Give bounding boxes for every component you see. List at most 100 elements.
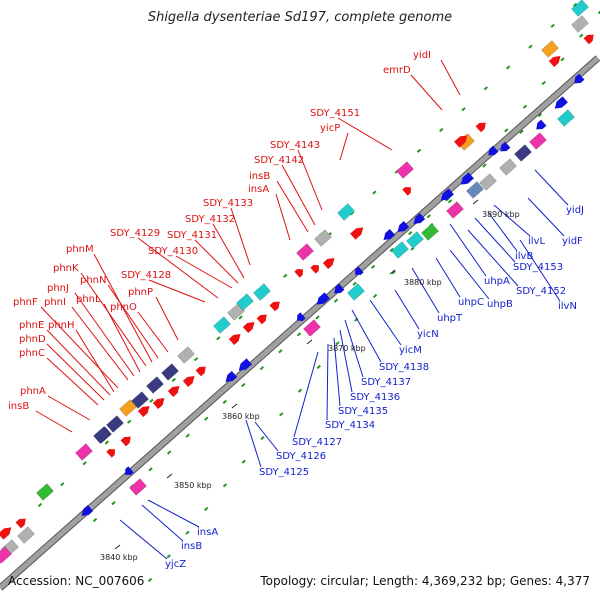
gene-label-reverse[interactable]: SDY_4126 [276,451,326,462]
gene-label-forward[interactable]: phnD [19,334,46,345]
gene-label-forward[interactable]: SDY_4151 [310,108,360,119]
gene-label-reverse[interactable]: SDY_4137 [361,377,411,388]
forward-gene-arrow[interactable] [106,446,117,458]
gene-label-reverse[interactable]: SDY_4152 [516,286,566,297]
gene-label-reverse[interactable]: SDY_4135 [338,406,388,417]
gene-label-forward[interactable]: insB [249,171,270,182]
reverse-gene-arrow[interactable] [411,213,426,227]
reverse-gene-arrow[interactable] [438,188,454,203]
reverse-gene-arrow[interactable] [534,119,547,133]
gene-label-reverse[interactable]: uhpT [437,313,463,324]
gene-label-forward[interactable]: SDY_4143 [270,140,320,151]
gene-label-reverse[interactable]: ilvB [515,251,533,262]
gc-dash [60,482,65,487]
gene-label-forward[interactable]: SDY_4142 [254,155,304,166]
gene-label-forward[interactable]: phnO [110,302,137,313]
gene-label-forward[interactable]: SDY_4128 [121,270,171,281]
gene-label-forward[interactable]: phnA [20,386,46,397]
gene-label-forward[interactable]: phnH [48,320,75,331]
forward-gene-arrow[interactable] [167,383,182,397]
gene-label-reverse[interactable]: SDY_4127 [292,437,342,448]
gene-label-reverse[interactable]: uhpC [458,297,484,308]
gene-label-reverse[interactable]: yidJ [566,205,584,216]
reverse-gene-arrow[interactable] [458,172,474,187]
reverse-gene-arrow[interactable] [572,73,585,87]
gene-label-reverse[interactable]: insA [197,527,218,538]
reverse-gene-arrow[interactable] [79,505,94,519]
gene-label-forward[interactable]: phnE [19,320,44,331]
gene-label-forward[interactable]: SDY_4133 [203,198,253,209]
gene-label-reverse[interactable]: ilvL [528,236,545,247]
gene-label-forward[interactable]: phnC [19,348,45,359]
gene-label-forward[interactable]: phnF [13,297,38,308]
gene-label-reverse[interactable]: insB [181,541,202,552]
forward-gene-arrow[interactable] [294,266,305,278]
gene-label-forward[interactable]: insA [248,184,269,195]
gene-label-forward[interactable]: phnP [128,287,153,298]
forward-gene-arrow[interactable] [195,364,209,377]
gc-dash [522,104,528,109]
reverse-gene-arrow[interactable] [498,141,511,155]
gene-label-forward[interactable]: phnL [76,294,101,305]
forward-gene-arrow[interactable] [548,53,563,67]
cog-feature-box [391,241,409,259]
gene-label-reverse[interactable]: SDY_4134 [325,420,375,431]
reverse-gene-arrow[interactable] [314,292,330,307]
gene-label-reverse[interactable]: yicN [417,329,439,340]
leader-line [394,289,420,330]
reverse-gene-arrow[interactable] [395,221,410,235]
reverse-gene-arrow[interactable] [294,312,306,323]
leader-line [333,337,341,407]
gene-label-forward[interactable]: phnM [66,244,94,255]
reverse-gene-arrow[interactable] [236,358,252,373]
gene-label-reverse[interactable]: SDY_4136 [350,392,400,403]
forward-gene-arrow[interactable] [322,255,337,269]
forward-gene-arrow[interactable] [350,224,366,240]
reverse-gene-arrow[interactable] [552,96,568,111]
forward-gene-arrow[interactable] [310,262,321,274]
forward-gene-arrow[interactable] [475,120,489,133]
gene-label-reverse[interactable]: uhpA [484,276,510,287]
forward-gene-arrow[interactable] [454,132,470,148]
forward-gene-arrow[interactable] [242,319,257,333]
forward-gene-arrow[interactable] [269,299,283,312]
gene-label-forward[interactable]: phnJ [47,283,69,294]
gene-label-forward[interactable]: SDY_4131 [167,230,217,241]
gene-label-forward[interactable]: yicP [320,123,340,134]
gene-label-forward[interactable]: emrD [383,65,411,76]
forward-gene-arrow[interactable] [228,331,243,345]
gene-label-reverse[interactable]: SDY_4153 [513,262,563,273]
reverse-gene-arrow[interactable] [332,283,345,297]
gene-label-forward[interactable]: SDY_4130 [148,246,198,257]
forward-gene-arrow[interactable] [152,395,167,409]
gene-label-reverse[interactable]: SDY_4138 [379,362,429,373]
gene-label-forward[interactable]: phnI [44,297,66,308]
forward-gene-arrow[interactable] [120,434,134,447]
gene-label-reverse[interactable]: ilvN [558,301,577,312]
forward-gene-arrow[interactable] [583,32,597,45]
cog-feature-box [541,40,559,58]
gene-label-forward[interactable]: SDY_4129 [110,228,160,239]
forward-gene-arrow[interactable] [137,403,152,417]
reverse-gene-arrow[interactable] [122,466,134,477]
gene-label-forward[interactable]: phnK [53,263,79,274]
forward-gene-arrow[interactable] [402,184,413,196]
forward-gene-arrow[interactable] [182,373,197,387]
gene-label-forward[interactable]: insB [8,401,29,412]
forward-gene-arrow[interactable] [256,312,270,325]
gene-label-reverse[interactable]: uhpB [487,299,513,310]
gene-label-forward[interactable]: yidI [413,50,431,61]
reverse-gene-arrow[interactable] [223,371,238,385]
gene-label-forward[interactable]: SDY_4132 [185,214,235,225]
reverse-gene-arrow[interactable] [352,266,364,277]
forward-gene-arrow[interactable] [0,524,14,540]
reverse-gene-arrow[interactable] [381,229,396,243]
gene-label-reverse[interactable]: SDY_4125 [259,467,309,478]
gene-label-reverse[interactable]: yjcZ [165,559,186,570]
reverse-gene-arrow[interactable] [486,145,499,159]
forward-gene-arrow[interactable] [15,516,29,529]
gene-label-forward[interactable]: phnN [80,275,107,286]
gene-label-reverse[interactable]: yicM [399,345,422,356]
gene-label-reverse[interactable]: yidF [562,236,583,247]
